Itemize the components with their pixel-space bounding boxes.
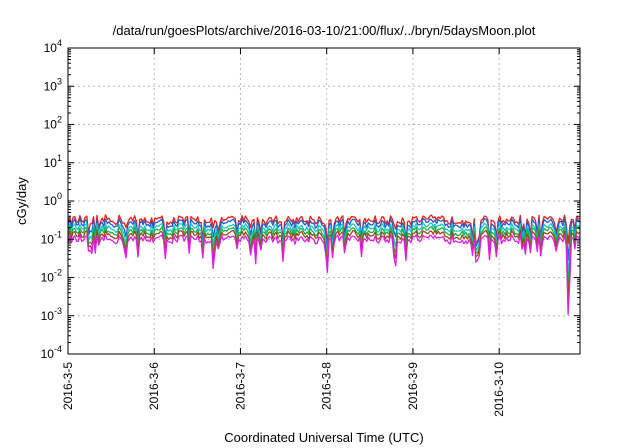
y-tick-label: 101 — [44, 153, 62, 170]
y-tick-label: 10-3 — [41, 306, 62, 323]
gridlines — [68, 48, 580, 354]
x-tick-label: 2016-3-5 — [61, 362, 75, 410]
series-line — [67, 222, 581, 278]
y-tick-label: 102 — [44, 115, 62, 132]
series-lines — [67, 214, 581, 316]
x-axis: 2016-3-5 2016-3-6 2016-3-7 2016-3-8 2016-3-9… — [61, 48, 506, 417]
series-line — [67, 226, 580, 291]
y-tick-label: 104 — [44, 38, 62, 55]
y-tick-label: 103 — [44, 76, 62, 93]
y-axis-label: cGy/day — [14, 177, 29, 225]
x-tick-label: 2016-3-8 — [320, 362, 334, 410]
y-tick-label: 10-1 — [41, 229, 62, 246]
x-axis-label: Coordinated Universal Time (UTC) — [224, 430, 423, 445]
x-tick-label: 2016-3-6 — [147, 362, 161, 410]
chart-title: /data/run/goesPlots/archive/2016-03-10/2… — [113, 23, 536, 38]
y-tick-label: 10-2 — [41, 268, 62, 285]
series-line — [67, 217, 581, 261]
y-tick-label: 10-4 — [41, 344, 62, 361]
x-tick-label: 2016-3-10 — [492, 362, 506, 417]
x-tick-label: 2016-3-7 — [233, 362, 247, 410]
x-tick-label: 2016-3-9 — [406, 362, 420, 410]
series-line — [67, 233, 581, 316]
series-line — [67, 229, 581, 304]
y-tick-label: 100 — [44, 191, 62, 208]
series-line — [67, 214, 581, 245]
